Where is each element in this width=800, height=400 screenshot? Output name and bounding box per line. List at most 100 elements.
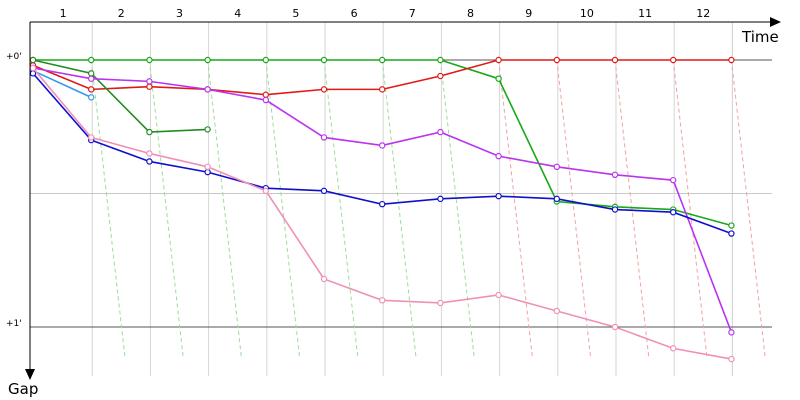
lap-tick-label: 9 [525, 7, 532, 20]
data-point [320, 187, 328, 195]
lap-tick-label: 3 [176, 7, 183, 20]
data-point [146, 158, 153, 165]
data-point [670, 208, 677, 216]
data-point [495, 75, 502, 82]
lap-connector [556, 59, 592, 360]
lap-tick-label: 11 [638, 7, 652, 20]
data-point [437, 299, 444, 307]
data-point [670, 345, 677, 352]
gap-tick-label: +1' [6, 319, 22, 329]
lap-tick-label: 5 [292, 7, 299, 20]
lap-connector [730, 59, 766, 360]
lap-connector [672, 59, 708, 360]
data-point [29, 56, 37, 64]
data-point [437, 128, 444, 136]
data-point [495, 56, 502, 64]
x-axis-arrow [770, 17, 781, 27]
data-point [204, 163, 211, 170]
lap-connector [323, 59, 359, 360]
data-point [379, 200, 386, 208]
data-point [611, 171, 619, 179]
data-point [553, 163, 561, 170]
data-point [611, 56, 619, 64]
gap-grid [30, 59, 772, 328]
series-path [32, 67, 733, 333]
data-point [204, 168, 211, 176]
data-point [728, 355, 735, 363]
data-point [29, 70, 37, 77]
data-point [437, 56, 444, 64]
data-point [379, 297, 386, 304]
series-path [32, 67, 732, 360]
data-point [204, 56, 211, 64]
series-line [29, 64, 735, 336]
series-line [29, 64, 735, 363]
data-point [87, 75, 95, 82]
data-point [320, 275, 328, 283]
lap-connector-lines [90, 59, 766, 360]
series-line [29, 70, 735, 237]
data-point [204, 86, 211, 93]
lap-tick-label: 12 [696, 7, 710, 20]
data-point [146, 56, 153, 64]
series-path [32, 72, 732, 235]
data-point [728, 230, 735, 237]
lap-connector [498, 59, 534, 360]
data-point [204, 126, 211, 133]
data-point [320, 56, 328, 64]
data-point [146, 128, 153, 136]
data-point [437, 72, 444, 80]
data-point [320, 134, 328, 141]
axes [25, 17, 781, 380]
data-point [29, 64, 37, 72]
lap-connector [207, 59, 243, 360]
data-point [379, 56, 386, 64]
lap-tick-label: 8 [467, 7, 474, 20]
lap-tick-label: 10 [580, 7, 594, 20]
data-point [262, 56, 269, 64]
x-axis-title: Time [741, 28, 779, 46]
data-point [87, 86, 95, 93]
y-axis-title: Gap [8, 380, 38, 398]
labels: Time Gap 1 2 3 4 5 6 7 8 9 10 11 12+0'+1' [6, 7, 779, 398]
y-axis-arrow [25, 369, 35, 380]
data-point [670, 56, 677, 64]
data-point [146, 83, 153, 90]
data-point [495, 192, 502, 200]
data-point [262, 187, 269, 195]
data-point [495, 152, 502, 160]
data-point [553, 195, 561, 203]
data-point [379, 142, 386, 149]
data-point [728, 222, 735, 229]
data-point [262, 96, 269, 104]
data-point [146, 150, 153, 157]
data-point [728, 56, 735, 64]
data-point [611, 206, 619, 213]
data-point [320, 86, 328, 93]
lap-connector [265, 59, 301, 360]
lap-tick-label: 1 [60, 7, 67, 20]
lap-tick-label: 4 [234, 7, 241, 20]
lap-connector [148, 59, 184, 360]
series-layer [29, 56, 735, 363]
data-point [553, 56, 561, 64]
data-point [146, 78, 153, 85]
data-point [437, 195, 444, 203]
gap-tick-label: +0' [6, 52, 22, 62]
data-point [87, 70, 95, 77]
lap-connector [381, 59, 417, 360]
lap-tick-label: 7 [409, 7, 416, 20]
data-point [87, 56, 95, 64]
data-point [553, 307, 561, 315]
data-point [495, 291, 502, 299]
lap-tick-label: 2 [118, 7, 125, 20]
data-point [87, 134, 95, 141]
data-point [87, 94, 95, 101]
series-line [29, 56, 211, 136]
lap-connector [439, 59, 475, 360]
data-point [611, 323, 619, 331]
data-point [670, 176, 677, 184]
lap-connector [90, 59, 126, 360]
lap-grid [91, 22, 733, 376]
